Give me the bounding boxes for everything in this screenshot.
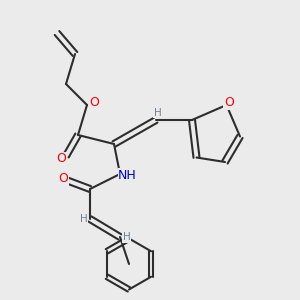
Text: O: O (224, 96, 234, 109)
Text: O: O (90, 95, 99, 109)
Text: NH: NH (118, 169, 137, 182)
Text: O: O (57, 152, 66, 166)
Text: H: H (154, 107, 161, 118)
Text: H: H (123, 232, 130, 242)
Text: H: H (80, 214, 87, 224)
Text: O: O (58, 172, 68, 185)
